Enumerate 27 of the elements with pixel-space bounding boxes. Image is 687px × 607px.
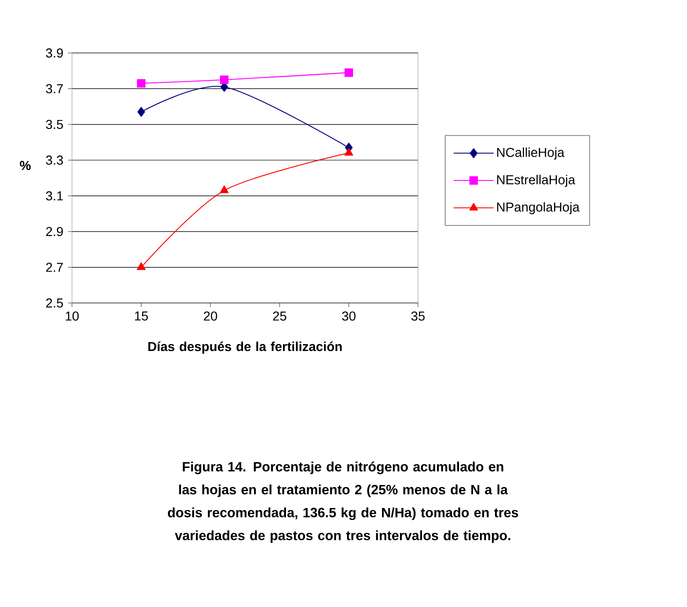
point <box>136 79 146 88</box>
y-tick-label: 3.3 <box>46 156 63 165</box>
x-axis-title: Días después de la fertilización <box>148 342 342 354</box>
point <box>344 148 354 156</box>
point <box>344 68 354 77</box>
point <box>137 106 146 117</box>
text: Figura 14. Porcentaje de nitrógeno acumulado en las hojas en el tratamiento 2 (25% menos de N a la dosis recomendada, 136.5 kg de N/Ha) tomado en tres variedades de pastos con tres intervalos de tiempo. <box>168 462 518 543</box>
legend-label: NCallieHoja <box>497 148 564 160</box>
y-tick-label: 2.5 <box>46 298 63 308</box>
point <box>220 76 228 84</box>
y-tick-label: 2.9 <box>46 226 63 236</box>
x-tick-label: 30 <box>342 311 356 321</box>
y-tick-label: 3.9 <box>46 48 63 58</box>
x-tick-label: 35 <box>411 311 425 321</box>
legend-label: NEstrellaHoja <box>497 174 576 187</box>
y-tick-label: 2.7 <box>46 262 63 272</box>
y-tick-label: 3.5 <box>46 120 63 129</box>
point <box>220 186 229 194</box>
y-tick-label: 3.7 <box>46 84 63 94</box>
y-tick-label: 3.1 <box>46 191 63 200</box>
x-tick-label: 25 <box>273 311 286 321</box>
x-tick-label: 10 <box>66 311 79 321</box>
point <box>136 262 146 270</box>
y-axis-title: % <box>20 160 31 170</box>
x-tick-label: 15 <box>134 312 148 321</box>
x-tick-label: 20 <box>204 311 218 321</box>
legend-label: NPangolaHoja <box>497 202 580 214</box>
